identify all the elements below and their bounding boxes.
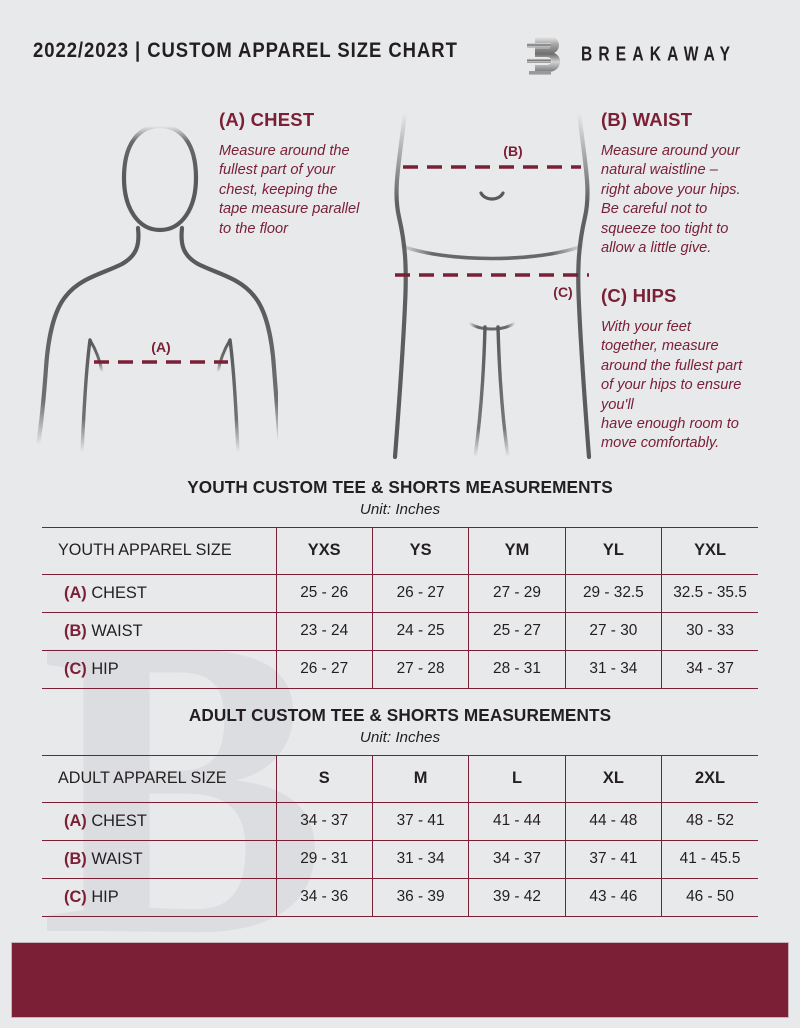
youth-size-header: YOUTH APPAREL SIZE [42,528,277,575]
waist-measure-label: (B) [503,143,522,159]
marker-b: (B) [64,849,87,868]
youth-size-yl: YL [565,528,663,575]
marker-b: (B) [64,621,87,640]
adult-section: ADULT CUSTOM TEE & SHORTS MEASUREMENTS U… [42,705,758,917]
youth-waist-ym: 25 - 27 [468,612,566,651]
callout-hips-body: With your feet together, measure around … [601,319,743,452]
adult-size-m: M [372,756,470,803]
youth-chest-yxl: 32.5 - 35.5 [661,574,758,613]
adult-size-header: ADULT APPAREL SIZE [42,756,277,803]
table-row: (A) CHEST 34 - 37 37 - 41 41 - 44 44 - 4… [42,802,758,841]
adult-size-s: S [276,756,373,803]
youth-section-title: YOUTH CUSTOM TEE & SHORTS MEASUREMENTS [187,477,613,497]
adult-hip-m: 36 - 39 [372,878,470,917]
youth-waist-yxs: 23 - 24 [276,612,373,651]
adult-section-unit: Unit: Inches [359,729,441,746]
adult-chest-xl: 44 - 48 [565,802,663,841]
adult-size-xl: XL [565,756,663,803]
hip-measure-label: (C) [553,284,572,300]
adult-waist-2xl: 41 - 45.5 [661,840,758,879]
adult-row-label-waist: (B) WAIST [42,840,277,879]
youth-row-label-chest: (A) CHEST [42,574,277,613]
adult-waist-l: 34 - 37 [468,840,566,879]
youth-size-yxl: YXL [661,528,758,575]
adult-hip-2xl: 46 - 50 [661,878,758,917]
table-row: (B) WAIST 29 - 31 31 - 34 34 - 37 37 - 4… [42,840,758,879]
footer-banner [11,942,789,1018]
breakaway-b-logo-icon [526,36,560,75]
adult-hip-xl: 43 - 46 [565,878,663,917]
row-label-text: HIP [91,887,119,906]
youth-chest-ym: 27 - 29 [468,574,566,613]
marker-c: (C) [64,659,87,678]
callout-chest-heading: (A) CHEST [219,109,315,130]
youth-hip-yxs: 26 - 27 [276,650,373,689]
callout-hips: (C) HIPS With your feet together, measur… [601,285,781,454]
marker-a: (A) [64,811,87,830]
page-title: 2022/2023 | CUSTOM APPAREL SIZE CHART [33,38,458,62]
adult-waist-xl: 37 - 41 [565,840,663,879]
youth-size-table: YOUTH APPAREL SIZE YXS YS YM YL YXL (A) … [42,528,758,689]
chest-measure-label: (A) [151,339,170,355]
callout-waist-body: Measure around your natural waistline – … [601,143,741,257]
youth-hip-yxl: 34 - 37 [661,650,758,689]
callout-waist-heading: (B) WAIST [601,109,693,130]
callout-waist: (B) WAIST Measure around your natural wa… [601,109,781,258]
youth-row-label-hip: (C) HIP [42,650,277,689]
adult-row-label-chest: (A) CHEST [42,802,277,841]
youth-hip-ys: 27 - 28 [372,650,470,689]
adult-size-table: ADULT APPAREL SIZE S M L XL 2XL (A) CHES… [42,756,758,917]
callout-hips-heading: (C) HIPS [601,285,677,306]
adult-row-label-hip: (C) HIP [42,878,277,917]
adult-chest-m: 37 - 41 [372,802,470,841]
youth-size-ym: YM [468,528,566,575]
table-row: (B) WAIST 23 - 24 24 - 25 25 - 27 27 - 3… [42,612,758,651]
row-label-text: CHEST [91,811,147,830]
youth-waist-yxl: 30 - 33 [661,612,758,651]
adult-chest-2xl: 48 - 52 [661,802,758,841]
youth-hip-yl: 31 - 34 [565,650,663,689]
brand-wordmark: BREAKAWAY [580,43,736,66]
youth-row-label-waist: (B) WAIST [42,612,277,651]
adult-size-l: L [468,756,566,803]
youth-size-yxs: YXS [276,528,373,575]
table-row: (C) HIP 26 - 27 27 - 28 28 - 31 31 - 34 … [42,650,758,689]
youth-waist-ys: 24 - 25 [372,612,470,651]
youth-chest-yl: 29 - 32.5 [565,574,663,613]
youth-hip-ym: 28 - 31 [468,650,566,689]
lower-body-hips-diagram: (B) (C) [392,110,592,460]
adult-size-2xl: 2XL [661,756,758,803]
callout-chest: (A) CHEST Measure around the fullest par… [219,109,394,239]
table-row: (A) CHEST 25 - 26 26 - 27 27 - 29 29 - 3… [42,574,758,613]
callout-chest-body: Measure around the fullest part of your … [219,143,360,237]
adult-hip-s: 34 - 36 [276,878,373,917]
adult-waist-m: 31 - 34 [372,840,470,879]
row-label-text: HIP [91,659,119,678]
adult-waist-s: 29 - 31 [276,840,373,879]
adult-chest-l: 41 - 44 [468,802,566,841]
youth-chest-yxs: 25 - 26 [276,574,373,613]
marker-a: (A) [64,583,87,602]
row-label-text: WAIST [91,621,143,640]
table-row: (C) HIP 34 - 36 36 - 39 39 - 42 43 - 46 … [42,878,758,917]
youth-section: YOUTH CUSTOM TEE & SHORTS MEASUREMENTS U… [42,477,758,689]
youth-waist-yl: 27 - 30 [565,612,663,651]
adult-section-title: ADULT CUSTOM TEE & SHORTS MEASUREMENTS [188,705,612,725]
row-label-text: CHEST [91,583,147,602]
upper-body-torso-diagram: (A) [35,123,278,454]
youth-table-header-row: YOUTH APPAREL SIZE YXS YS YM YL YXL [42,528,758,575]
adult-table-header-row: ADULT APPAREL SIZE S M L XL 2XL [42,756,758,803]
adult-hip-l: 39 - 42 [468,878,566,917]
youth-chest-ys: 26 - 27 [372,574,470,613]
adult-chest-s: 34 - 37 [276,802,373,841]
row-label-text: WAIST [91,849,143,868]
brand-lockup: BREAKAWAY [523,30,770,80]
youth-section-unit: Unit: Inches [359,501,441,518]
youth-size-ys: YS [372,528,470,575]
page-header: 2022/2023 | CUSTOM APPAREL SIZE CHART [0,34,800,78]
marker-c: (C) [64,887,87,906]
